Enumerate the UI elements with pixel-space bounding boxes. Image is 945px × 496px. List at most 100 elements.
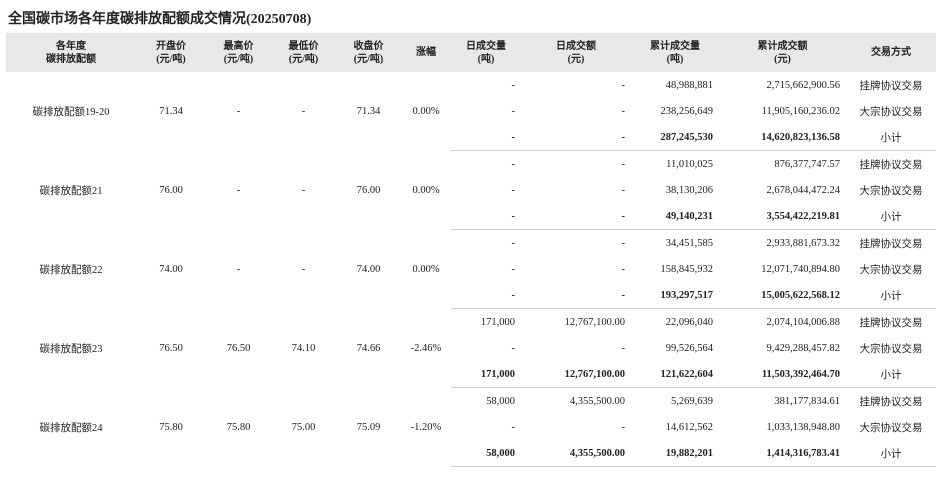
header-line: (吨): [477, 53, 495, 65]
header-cell: 日成交量 (吨): [451, 33, 521, 72]
header-cell: 开盘价 (元/吨): [136, 33, 206, 72]
price-cell: 0.00%: [412, 263, 440, 275]
value-cell: -: [511, 79, 516, 91]
value-cell: 238,256,649: [660, 105, 714, 117]
allowance-name: 碳排放配额22: [39, 264, 103, 276]
value-cell: 2,715,662,900.56: [766, 79, 841, 91]
header-cell: 累计成交额 (元): [719, 33, 846, 72]
value-cell: 14,620,823,136.58: [719, 124, 846, 151]
table-row: - -287,245,530 14,620,823,136.58 小计: [6, 124, 936, 151]
value-cell: 171,000: [451, 361, 521, 388]
trade-method: 挂牌协议交易: [859, 396, 923, 408]
table-row: 碳排放配额22 74.00 - - 74.00 0.00% - - 34,451,585 2,93…: [6, 230, 936, 276]
header-line: 最低价: [288, 40, 319, 52]
allowance-name: 碳排放配额21: [39, 185, 103, 197]
value-cell: 99,526,564: [665, 342, 713, 354]
value-cell: 34,451,585: [665, 237, 713, 249]
trade-method: 大宗协议交易: [859, 185, 923, 197]
page-title: 全国碳市场各年度碳排放配额成交情况(20250708): [8, 12, 312, 27]
header-line: (元/吨): [288, 53, 319, 65]
value-cell: -: [451, 203, 521, 230]
value-cell: -: [621, 237, 626, 249]
price-cell: -: [301, 184, 306, 196]
value-cell: 2,678,044,472.24: [766, 184, 841, 196]
value-cell: -: [621, 105, 626, 117]
price-cell: 71.34: [159, 105, 183, 117]
price-cell: -: [236, 263, 241, 275]
table-row: - -193,297,517 15,005,622,568.12 小计: [6, 282, 936, 309]
price-cell: 74.00: [159, 263, 183, 275]
header-cell: 收盘价 (元/吨): [336, 33, 401, 72]
price-cell: 75.80: [226, 421, 251, 433]
table-body: 碳排放配额19-20 71.34 - - 71.34 0.00% - - 48,988,881 2…: [6, 72, 936, 467]
header-line: 累计成交额: [757, 40, 808, 52]
value-cell: -: [621, 79, 626, 91]
price-cell: 75.00: [291, 421, 316, 433]
value-cell: 58,000: [451, 440, 521, 467]
header-line: 日成交量: [466, 40, 506, 52]
allowance-name: 碳排放配额19-20: [32, 106, 110, 118]
value-cell: 48,988,881: [665, 79, 713, 91]
header-line: (元): [567, 53, 585, 65]
header-line: (元): [774, 53, 791, 65]
value-cell: 38,130,206: [665, 184, 713, 196]
header-cell: 最高价 (元/吨): [206, 33, 271, 72]
value-cell: 4,355,500.00: [521, 440, 631, 467]
value-cell: 14,612,562: [665, 421, 713, 433]
header-cell: 交易方式: [846, 33, 936, 72]
value-cell: -: [621, 184, 626, 196]
header-line: (元/吨): [156, 53, 186, 65]
value-cell: 12,767,100.00: [564, 316, 625, 328]
value-cell: -: [621, 158, 626, 170]
header-line: 最高价: [223, 40, 254, 52]
header-cell: 涨幅: [401, 33, 451, 72]
price-cell: -2.46%: [410, 342, 442, 354]
trade-method: 大宗协议交易: [859, 422, 923, 434]
value-cell: -: [521, 124, 631, 151]
value-cell: 193,297,517: [631, 282, 719, 309]
value-cell: -: [511, 237, 516, 249]
price-cell: 71.34: [356, 105, 381, 117]
table-row: - - 14,612,562 1,033,138,948.80 大宗协议交易: [6, 414, 936, 440]
value-cell: 171,000: [480, 316, 515, 328]
value-cell: 11,503,392,464.70: [719, 361, 846, 388]
header-cell: 最低价 (元/吨): [271, 33, 336, 72]
trade-method: 挂牌协议交易: [859, 317, 923, 329]
price-cell: 76.00: [356, 184, 381, 196]
header-line: (元/吨): [223, 53, 254, 65]
table-row: 58,000 4,355,500.00 19,882,201 1,414,316,78…: [6, 440, 936, 467]
value-cell: 1,033,138,948.80: [766, 421, 841, 433]
header-line: (元/吨): [353, 53, 384, 65]
price-cell: 0.00%: [412, 105, 440, 117]
price-cell: 76.50: [226, 342, 251, 354]
value-cell: 11,010,025: [666, 158, 713, 170]
price-cell: 74.66: [356, 342, 381, 354]
value-cell: -: [621, 421, 626, 433]
value-cell: -: [521, 282, 631, 309]
price-cell: 74.10: [291, 342, 316, 354]
trade-table: 各年度 碳排放配额 开盘价 (元/吨) 最高价 (元/吨) 最低价 (元/吨) 收盘价 (元/吨)…: [6, 33, 936, 467]
header-line: 日成交额: [556, 40, 596, 52]
header-line: 交易方式: [871, 47, 911, 58]
value-cell: 4,355,500.00: [569, 395, 625, 407]
value-cell: 381,177,834.61: [774, 395, 840, 407]
value-cell: -: [511, 421, 516, 433]
value-cell: 49,140,231: [631, 203, 719, 230]
header-line: 各年度: [56, 40, 86, 52]
value-cell: 3,554,422,219.81: [719, 203, 846, 230]
value-cell: 2,074,104,006.88: [766, 316, 841, 328]
value-cell: 1,414,316,783.41: [719, 440, 846, 467]
trade-method: 小计: [846, 203, 936, 230]
value-cell: -: [511, 184, 516, 196]
table-row: 碳排放配额19-20 71.34 - - 71.34 0.00% - - 48,988,881 2…: [6, 72, 936, 118]
table-row: - - 99,526,564 9,429,288,457.82 大宗协议交易: [6, 335, 936, 361]
price-cell: -1.20%: [410, 421, 442, 433]
price-cell: 75.80: [159, 421, 183, 433]
header-line: 累计成交量: [650, 40, 700, 52]
allowance-name: 碳排放配额24: [39, 422, 103, 434]
price-cell: -: [236, 105, 241, 117]
trade-method: 小计: [846, 124, 936, 151]
value-cell: -: [621, 342, 626, 354]
value-cell: 121,622,604: [631, 361, 719, 388]
